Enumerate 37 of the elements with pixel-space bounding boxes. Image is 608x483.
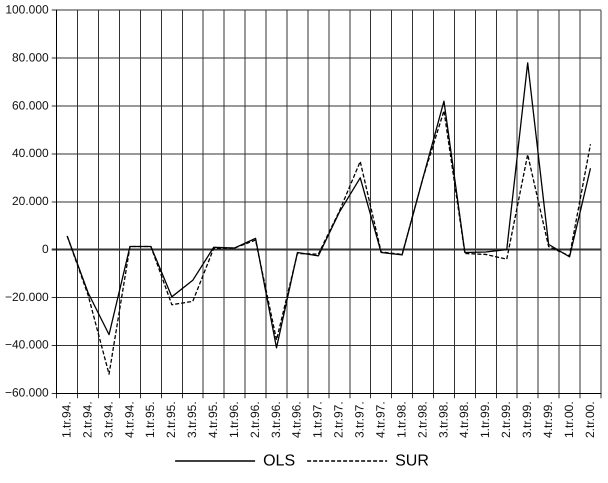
y-tick-label: −60.000 (4, 386, 50, 400)
y-tick-label: 60.000 (12, 98, 50, 112)
x-tick-label: 4.tr.94. (122, 401, 136, 438)
x-tick-label: 3.tr.95. (185, 401, 200, 438)
x-tick-label: 1.tr.94. (59, 401, 74, 438)
x-tick-label: 4.tr.97. (373, 401, 388, 438)
y-tick-label: 80.000 (12, 50, 50, 64)
x-tick-label: 1.tr.95. (143, 401, 158, 438)
x-tick-label: 2.tr.96. (248, 401, 262, 438)
x-tick-label: 3.tr.99. (520, 401, 534, 438)
y-tick-label: 0 (42, 242, 50, 256)
x-tick-label: 4.tr.96. (290, 401, 304, 438)
x-tick-label: 2.tr.95. (164, 401, 178, 438)
legend-label: OLS (263, 452, 296, 470)
x-tick-label: 4.tr.95. (206, 401, 220, 438)
x-tick-label: 2.tr.00. (582, 401, 597, 438)
x-tick-label: 1.tr.96. (226, 401, 241, 438)
x-tick-label: 3.tr.98. (436, 401, 450, 438)
y-tick-label: −20.000 (4, 290, 50, 304)
x-tick-label: 1.tr.98. (394, 401, 408, 438)
x-tick-label: 1.tr.99. (478, 401, 492, 438)
y-tick-label: 40.000 (12, 146, 50, 160)
x-tick-label: 2.tr.99. (499, 401, 514, 438)
x-tick-label: 3.tr.96. (268, 401, 283, 438)
x-tick-label: 2.tr.94. (80, 401, 94, 438)
x-tick-label: 1.tr.00. (562, 401, 576, 438)
x-tick-label: 2.tr.97. (332, 401, 346, 438)
y-tick-label: −40.000 (4, 338, 50, 352)
x-tick-label: 2.tr.98. (415, 401, 430, 438)
x-tick-label: 4.tr.98. (457, 401, 472, 438)
x-tick-label: 3.tr.97. (352, 401, 367, 438)
x-tick-label: 1.tr.97. (310, 401, 325, 438)
legend-label: SUR (395, 452, 429, 470)
x-tick-label: 3.tr.94. (101, 401, 116, 438)
x-tick-label: 4.tr.99. (540, 401, 555, 438)
y-tick-label: 20.000 (12, 194, 50, 208)
y-tick-label: 100.000 (5, 2, 50, 17)
